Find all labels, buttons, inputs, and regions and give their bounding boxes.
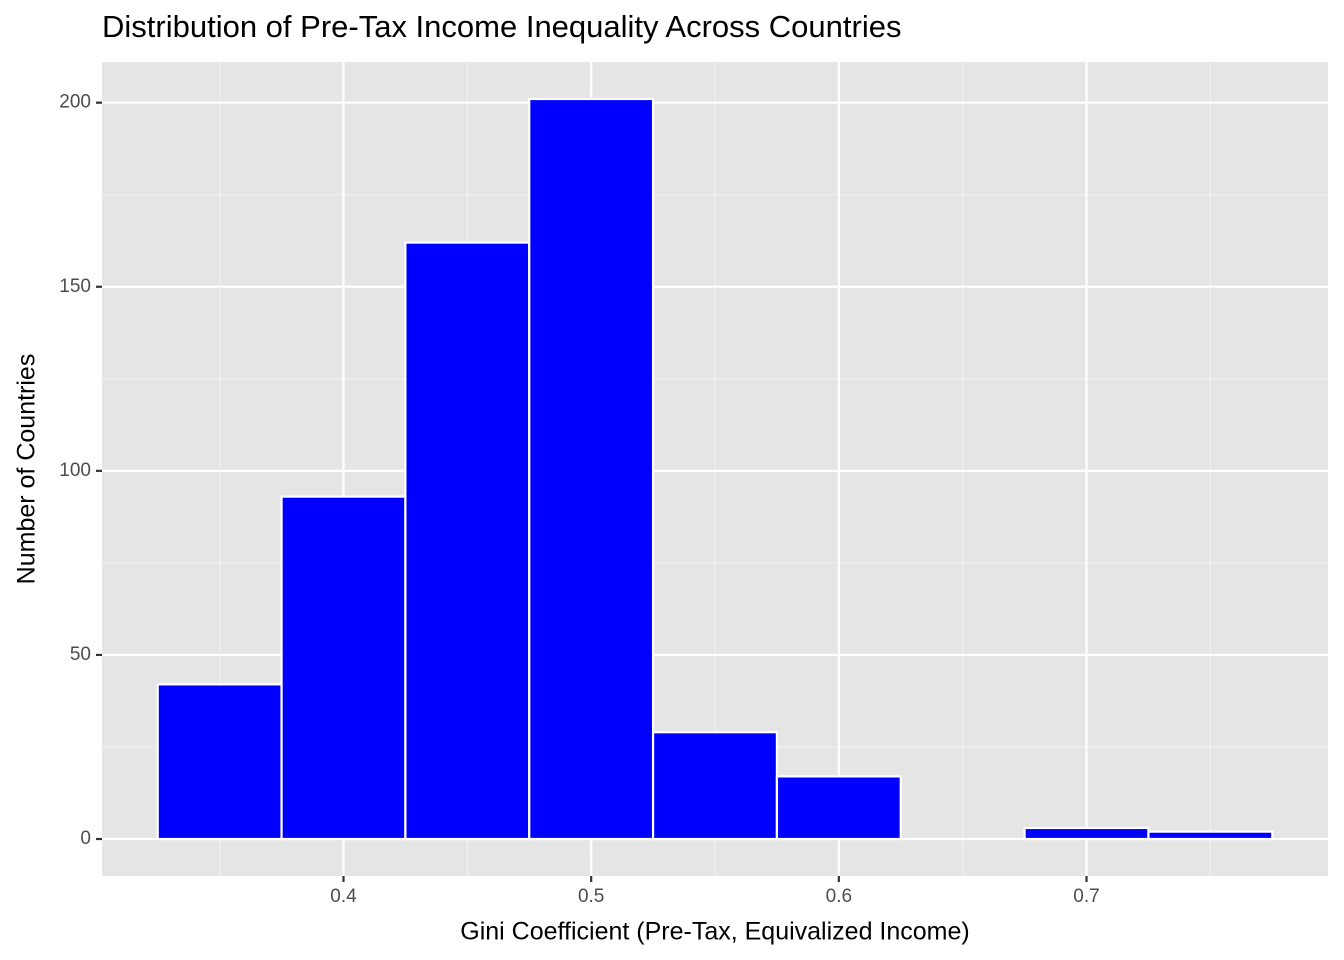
x-tick-label: 0.4	[330, 886, 357, 907]
histogram-bar	[528, 97, 655, 841]
y-tick-label: 100	[59, 460, 91, 481]
x-tick-label: 0.6	[826, 886, 852, 907]
histogram-bar	[280, 495, 407, 841]
histogram-bar	[775, 775, 902, 841]
y-tick-label: 0	[80, 828, 91, 849]
y-axis-label: Number of Countries	[13, 354, 41, 585]
histogram-bar	[1023, 826, 1150, 841]
chart-title: Distribution of Pre-Tax Income Inequalit…	[102, 9, 901, 44]
histogram-bar	[156, 683, 283, 841]
y-tick-label: 200	[59, 92, 91, 113]
histogram-bar	[1147, 830, 1274, 841]
y-tick-label: 150	[59, 276, 91, 297]
x-tick-label: 0.5	[578, 886, 604, 907]
x-tick-label: 0.7	[1073, 886, 1099, 907]
histogram-bar	[651, 731, 779, 841]
x-axis-label: Gini Coefficient (Pre-Tax, Equivalized I…	[460, 918, 969, 946]
y-tick-label: 50	[70, 644, 91, 665]
histogram-bar	[404, 241, 531, 841]
